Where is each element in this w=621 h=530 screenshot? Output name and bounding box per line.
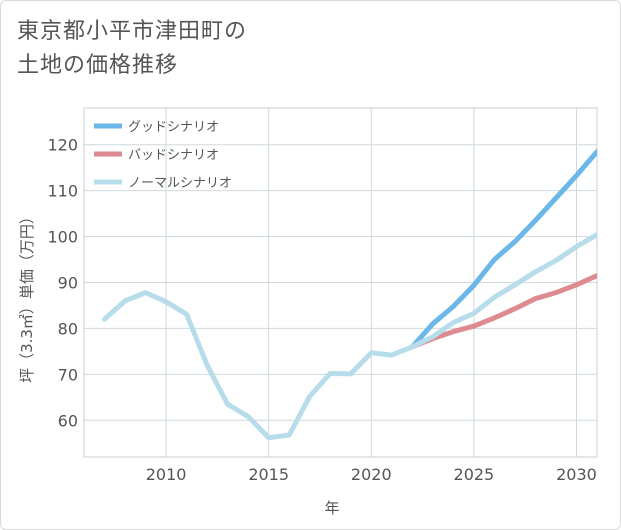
y-tick-label: 110 — [47, 182, 78, 201]
x-tick-label: 2015 — [248, 465, 289, 484]
x-axis-label: 年 — [324, 499, 339, 517]
series-line-2 — [409, 273, 597, 350]
legend-label-3: ノーマルシナリオ — [128, 176, 232, 191]
x-tick-label: 2025 — [454, 465, 495, 484]
y-tick-label: 120 — [47, 136, 78, 155]
x-tick-label: 2020 — [351, 465, 392, 484]
chart-title: 東京都小平市津田町の 土地の価格推移 — [17, 15, 247, 83]
legend-label-2: バッドシナリオ — [128, 148, 219, 163]
y-tick-label: 80 — [58, 319, 78, 338]
series-lines — [102, 149, 597, 441]
series-line-1 — [409, 149, 597, 350]
chart-title-line-1: 東京都小平市津田町の — [17, 19, 248, 44]
series-line-3 — [102, 232, 597, 441]
y-tick-label: 60 — [58, 411, 78, 430]
tick-labels: 2010 2015 2020 2025 2030 60 70 80 90 100 110 120 — [47, 136, 596, 484]
y-tick-label: 70 — [58, 365, 78, 384]
x-tick-label: 2030 — [556, 465, 597, 484]
y-tick-label: 100 — [47, 228, 78, 247]
y-tick-label: 90 — [58, 274, 78, 293]
chart-title-line-2: 土地の価格推移 — [17, 53, 179, 78]
legend-label-1: グッドシナリオ — [128, 120, 219, 135]
x-tick-label: 2010 — [146, 465, 187, 484]
y-axis-label: 坪（3.3㎡）単価（万円） — [18, 209, 36, 383]
